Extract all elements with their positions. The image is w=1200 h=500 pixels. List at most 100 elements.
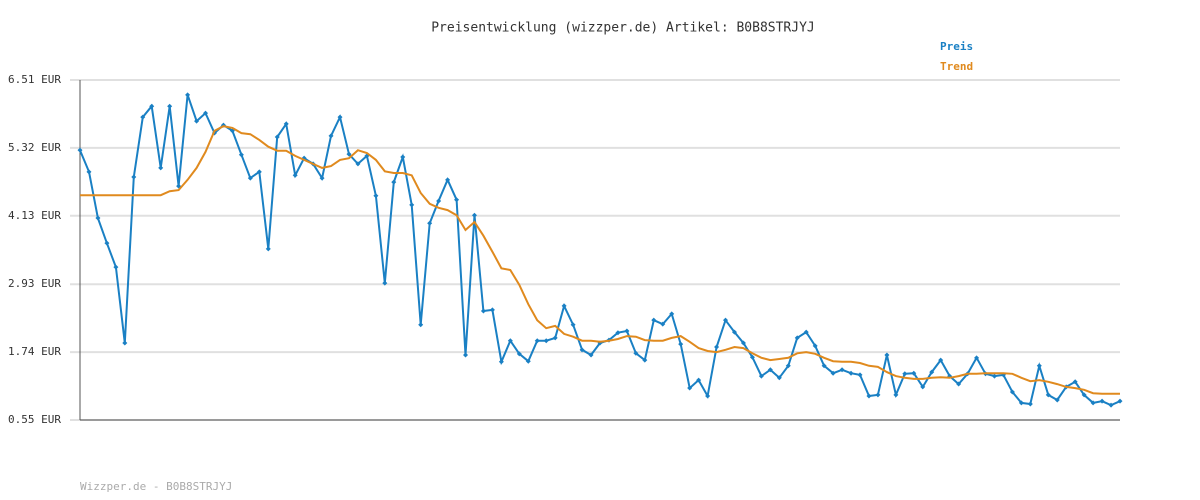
point-marker xyxy=(445,177,451,183)
point-marker xyxy=(830,370,836,376)
point-marker xyxy=(893,392,899,398)
point-marker xyxy=(902,371,908,377)
point-marker xyxy=(1072,379,1078,385)
point-marker xyxy=(525,358,531,364)
point-marker xyxy=(812,343,818,349)
point-marker xyxy=(1036,363,1042,369)
point-marker xyxy=(1009,389,1015,395)
point-marker xyxy=(570,322,576,328)
point-marker xyxy=(696,377,702,383)
point-marker xyxy=(588,352,594,358)
point-marker xyxy=(642,357,648,363)
footer: Wizzper.de - B0B8STRJYJ xyxy=(80,480,232,493)
point-marker xyxy=(140,114,146,120)
y-tick-label: 1.74 EUR xyxy=(8,345,61,358)
point-marker xyxy=(436,198,442,204)
point-marker xyxy=(687,385,693,391)
point-marker xyxy=(319,175,325,181)
point-marker xyxy=(471,212,477,218)
point-marker xyxy=(337,114,343,120)
point-marker xyxy=(543,338,549,344)
point-marker xyxy=(776,375,782,381)
point-marker xyxy=(651,317,657,323)
point-marker xyxy=(1045,392,1051,398)
point-marker xyxy=(579,347,585,353)
point-marker xyxy=(552,335,558,341)
point-marker xyxy=(86,169,92,175)
point-marker xyxy=(382,280,388,286)
series-line xyxy=(80,125,1120,395)
chart-title: Preisentwicklung (wizzper.de) Artikel: B… xyxy=(431,21,815,36)
y-tick-label: 0.55 EUR xyxy=(8,413,61,426)
y-tick-label: 5.32 EUR xyxy=(8,141,61,154)
point-marker xyxy=(498,359,504,365)
point-marker xyxy=(104,240,110,246)
point-marker xyxy=(1108,402,1114,408)
point-marker xyxy=(794,335,800,341)
point-marker xyxy=(149,103,155,109)
point-marker xyxy=(714,344,720,350)
point-marker xyxy=(409,202,415,208)
point-marker xyxy=(131,174,137,180)
point-marker xyxy=(660,321,666,327)
point-marker xyxy=(516,351,522,357)
point-marker xyxy=(705,393,711,399)
point-marker xyxy=(185,92,191,98)
point-marker xyxy=(678,341,684,347)
point-marker xyxy=(875,392,881,398)
point-marker xyxy=(767,367,773,373)
point-marker xyxy=(911,370,917,376)
point-marker xyxy=(1117,398,1123,404)
point-marker xyxy=(749,354,755,360)
point-marker xyxy=(328,133,334,139)
point-marker xyxy=(1099,398,1105,404)
point-marker xyxy=(839,367,845,373)
point-marker xyxy=(669,311,675,317)
point-marker xyxy=(929,369,935,375)
point-marker xyxy=(346,151,352,157)
point-marker xyxy=(373,193,379,199)
point-marker xyxy=(391,179,397,185)
point-marker xyxy=(418,322,424,328)
point-marker xyxy=(1054,397,1060,403)
legend-entry: Trend xyxy=(940,60,973,73)
point-marker xyxy=(803,329,809,335)
point-marker xyxy=(740,340,746,346)
point-marker xyxy=(1081,392,1087,398)
point-marker xyxy=(633,350,639,356)
point-marker xyxy=(203,110,209,116)
y-tick-label: 2.93 EUR xyxy=(8,277,61,290)
point-marker xyxy=(400,154,406,160)
point-marker xyxy=(974,355,980,361)
point-marker xyxy=(615,330,621,336)
point-marker xyxy=(167,103,173,109)
point-marker xyxy=(1027,401,1033,407)
series-line xyxy=(79,94,1121,407)
point-marker xyxy=(507,338,513,344)
point-marker xyxy=(427,220,433,226)
point-marker xyxy=(561,303,567,309)
y-tick-label: 6.51 EUR xyxy=(8,73,61,86)
point-marker xyxy=(1018,400,1024,406)
point-marker xyxy=(454,197,460,203)
point-marker xyxy=(866,393,872,399)
point-marker xyxy=(785,363,791,369)
point-marker xyxy=(489,307,495,313)
point-marker xyxy=(247,175,253,181)
point-marker xyxy=(77,147,83,153)
y-tick-label: 4.13 EUR xyxy=(8,209,61,222)
point-marker xyxy=(113,264,119,270)
point-marker xyxy=(534,338,540,344)
point-marker xyxy=(821,363,827,369)
point-marker xyxy=(723,317,729,323)
point-marker xyxy=(265,246,271,252)
point-marker xyxy=(731,329,737,335)
point-marker xyxy=(194,118,200,124)
point-marker xyxy=(355,161,361,167)
point-marker xyxy=(956,381,962,387)
point-marker xyxy=(758,373,764,379)
point-marker xyxy=(480,308,486,314)
point-marker xyxy=(292,172,298,178)
point-marker xyxy=(1090,400,1096,406)
